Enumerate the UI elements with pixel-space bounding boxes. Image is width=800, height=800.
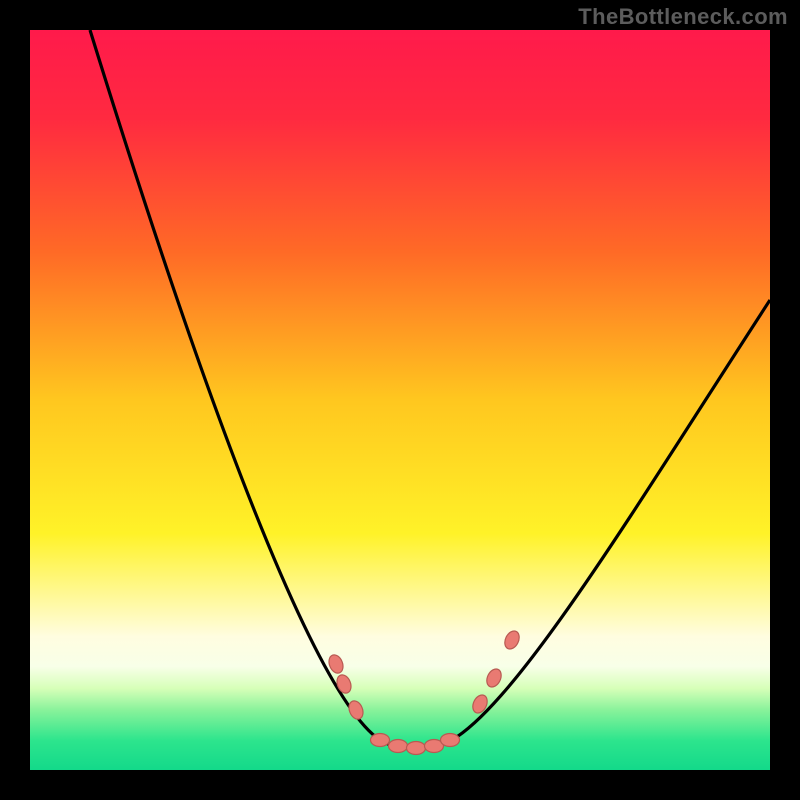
- data-marker: [407, 742, 426, 755]
- data-marker: [441, 734, 460, 747]
- data-marker: [389, 740, 408, 753]
- data-marker: [371, 734, 390, 747]
- watermark-label: TheBottleneck.com: [578, 4, 788, 30]
- bottleneck-chart: [0, 0, 800, 800]
- gradient-panel: [30, 30, 770, 770]
- chart-frame: TheBottleneck.com: [0, 0, 800, 800]
